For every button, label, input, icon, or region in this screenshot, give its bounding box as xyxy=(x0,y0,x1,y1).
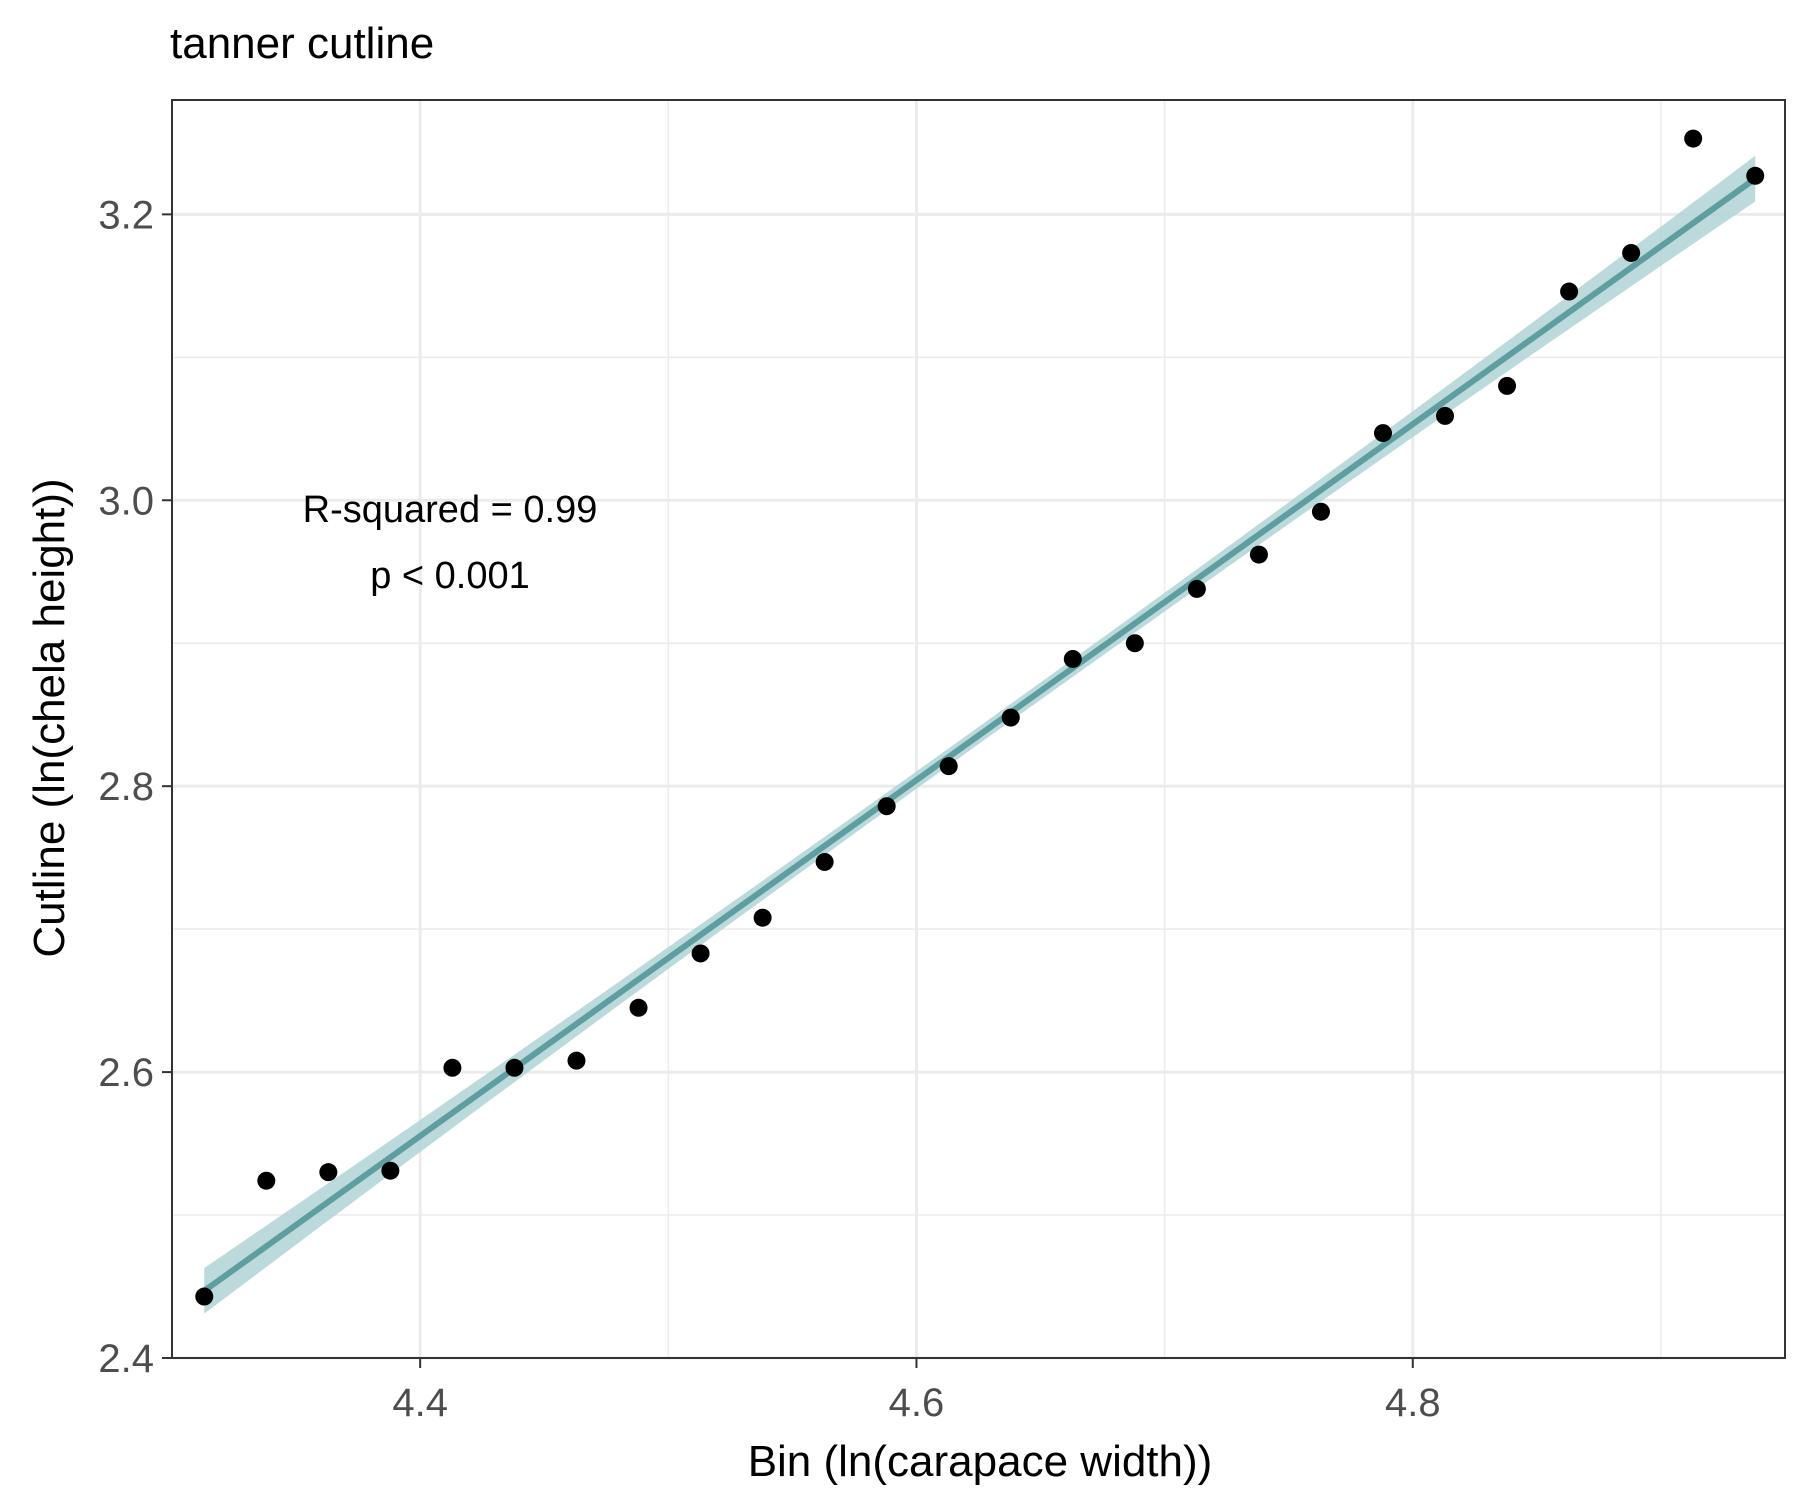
data-point xyxy=(1684,129,1703,148)
data-point xyxy=(257,1171,276,1190)
chart-title: tanner cutline xyxy=(170,19,434,68)
data-point xyxy=(1125,634,1144,653)
x-tick-label: 4.8 xyxy=(1385,1381,1441,1425)
data-point xyxy=(567,1051,586,1070)
data-point xyxy=(1311,502,1330,521)
data-point xyxy=(1187,579,1206,598)
data-point xyxy=(1560,282,1579,301)
data-point xyxy=(629,998,648,1017)
x-tick-label: 4.4 xyxy=(392,1381,448,1425)
data-point xyxy=(1436,406,1455,425)
data-point xyxy=(1063,649,1082,668)
data-point xyxy=(1373,424,1392,443)
annotation-r-squared: R-squared = 0.99 xyxy=(303,489,598,531)
x-axis-title: Bin (ln(carapace width)) xyxy=(748,1437,1213,1486)
y-tick-label: 2.6 xyxy=(98,1051,154,1095)
x-tick-label: 4.6 xyxy=(889,1381,945,1425)
data-point xyxy=(195,1287,214,1306)
fit-line xyxy=(202,176,1757,1294)
data-points xyxy=(195,129,1765,1306)
data-point xyxy=(443,1058,462,1077)
y-tick-label: 3.0 xyxy=(98,479,154,523)
data-point xyxy=(1249,545,1268,564)
data-point xyxy=(381,1161,400,1180)
y-tick-label: 3.2 xyxy=(98,193,154,237)
data-point xyxy=(1746,166,1765,185)
fit-line-group xyxy=(202,176,1757,1294)
data-point xyxy=(691,944,710,963)
y-tick-label: 2.4 xyxy=(98,1337,154,1381)
y-tick-label: 2.8 xyxy=(98,765,154,809)
data-point xyxy=(319,1163,338,1182)
y-axis: 2.4 2.6 2.8 3.0 3.2 xyxy=(98,193,172,1381)
y-axis-title: Cutline (ln(chela height)) xyxy=(25,478,74,957)
data-point xyxy=(1498,376,1517,395)
annotation-p-value: p < 0.001 xyxy=(370,555,530,597)
panel-border xyxy=(171,99,1786,1359)
data-point xyxy=(1622,243,1641,262)
data-point xyxy=(877,797,896,816)
x-axis: 4.4 4.6 4.8 xyxy=(392,1358,1441,1425)
data-point xyxy=(753,908,772,927)
data-point xyxy=(1001,708,1020,727)
data-point xyxy=(505,1058,524,1077)
data-point xyxy=(939,757,958,776)
data-point xyxy=(815,852,834,871)
